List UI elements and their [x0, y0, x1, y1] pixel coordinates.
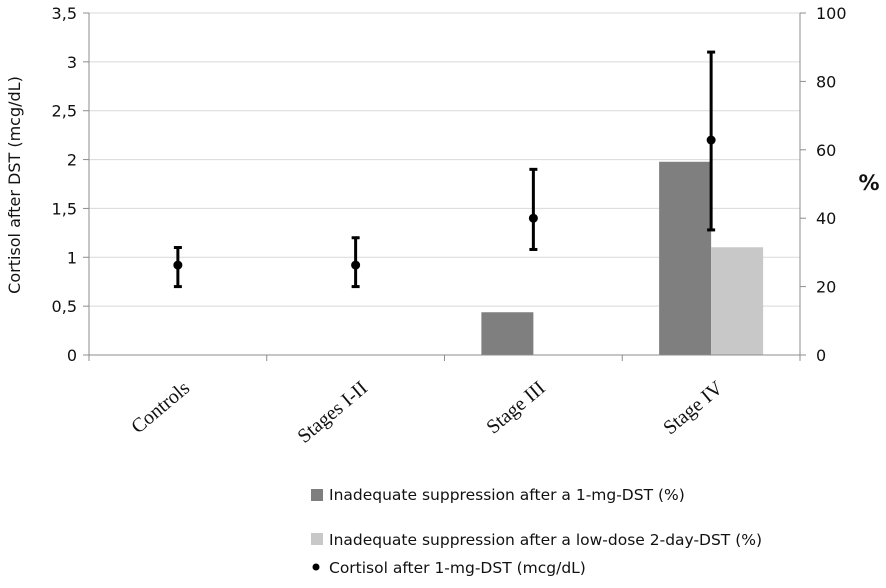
tick-layer: 0 0,5 1 1,5 2 2,5 3 3,5 0 20 40 60 80 100 Controls Stag… — [52, 4, 847, 448]
right-axis-tick-label: 60 — [816, 141, 836, 160]
data-point — [528, 213, 538, 223]
right-axis-tick-label: 40 — [816, 209, 836, 228]
left-axis-tick-label: 1,5 — [52, 199, 77, 218]
axis-layer — [83, 12, 806, 361]
right-axis-tick-label: 20 — [816, 278, 836, 297]
legend-label-1mg: Inadequate suppression after a 1-mg-DST … — [329, 486, 685, 504]
legend: Inadequate suppression after a 1-mg-DST … — [311, 486, 762, 577]
bar — [481, 312, 534, 355]
left-axis-tick-label: 3 — [67, 53, 77, 72]
right-axis-tick-label: 80 — [816, 72, 836, 91]
grid-layer — [89, 12, 800, 307]
bar — [659, 161, 712, 355]
right-axis-tick-label: 0 — [816, 346, 826, 365]
legend-swatch-2day — [311, 533, 323, 545]
x-axis-category-label: Controls — [127, 377, 194, 438]
left-axis-tick-label: 2 — [67, 151, 77, 170]
left-axis-tick-label: 3,5 — [52, 4, 77, 23]
right-axis-label: % — [858, 171, 879, 195]
left-axis-tick-label: 2,5 — [52, 102, 77, 121]
left-axis-label: Cortisol after DST (mcg/dL) — [5, 76, 24, 294]
bar — [711, 247, 764, 355]
bar-layer — [481, 161, 764, 355]
legend-swatch-1mg — [311, 489, 323, 501]
legend-label-cortisol: Cortisol after 1-mg-DST (mcg/dL) — [329, 559, 586, 577]
x-axis-category-label: Stage III — [482, 377, 549, 438]
x-axis-category-label: Stage IV — [659, 377, 728, 440]
legend-marker-cortisol — [312, 563, 320, 571]
data-point — [351, 260, 361, 270]
data-point — [706, 135, 716, 145]
legend-label-2day: Inadequate suppression after a low-dose … — [329, 531, 762, 549]
left-axis-tick-label: 0,5 — [52, 297, 77, 316]
left-axis-tick-label: 1 — [67, 248, 77, 267]
x-axis-category-label: Stages I-II — [293, 377, 371, 448]
right-axis-tick-label: 100 — [816, 4, 847, 23]
left-axis-tick-label: 0 — [67, 346, 77, 365]
point-layer — [173, 50, 716, 289]
data-point — [173, 260, 183, 270]
